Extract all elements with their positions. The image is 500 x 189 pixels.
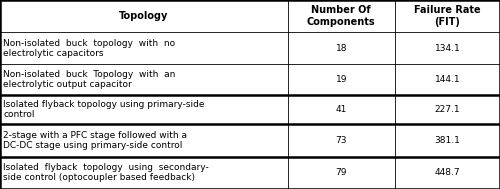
Text: 2-stage with a PFC stage followed with a
DC-DC stage using primary-side control: 2-stage with a PFC stage followed with a… bbox=[3, 131, 187, 150]
Text: Non-isolated  buck  topology  with  no
electrolytic capacitors: Non-isolated buck topology with no elect… bbox=[3, 39, 175, 58]
Text: Isolated flyback topology using primary-side
control: Isolated flyback topology using primary-… bbox=[3, 100, 204, 119]
Text: Failure Rate
(FIT): Failure Rate (FIT) bbox=[414, 5, 481, 27]
Text: Topology: Topology bbox=[119, 11, 168, 21]
Bar bbox=[0, 124, 500, 156]
Text: 448.7: 448.7 bbox=[434, 168, 460, 177]
Text: Non-isolated  buck  Topology  with  an
electrolytic output capacitor: Non-isolated buck Topology with an elect… bbox=[3, 70, 176, 89]
Bar bbox=[0, 0, 500, 33]
Bar bbox=[0, 156, 500, 189]
Text: 19: 19 bbox=[336, 75, 347, 84]
Text: 73: 73 bbox=[336, 136, 347, 145]
Text: 227.1: 227.1 bbox=[434, 105, 460, 114]
Bar bbox=[0, 33, 500, 64]
Text: 144.1: 144.1 bbox=[434, 75, 460, 84]
Text: Number Of
Components: Number Of Components bbox=[307, 5, 376, 27]
Text: 381.1: 381.1 bbox=[434, 136, 460, 145]
Bar bbox=[0, 64, 500, 95]
Text: 79: 79 bbox=[336, 168, 347, 177]
Text: 134.1: 134.1 bbox=[434, 44, 460, 53]
Text: 41: 41 bbox=[336, 105, 347, 114]
Text: 18: 18 bbox=[336, 44, 347, 53]
Bar bbox=[0, 95, 500, 124]
Text: Isolated  flyback  topology  using  secondary-
side control (optocoupler based f: Isolated flyback topology using secondar… bbox=[3, 163, 209, 182]
